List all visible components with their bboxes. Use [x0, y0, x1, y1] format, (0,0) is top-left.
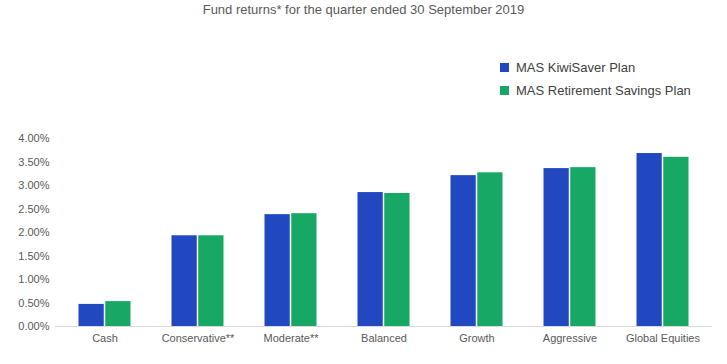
svg-text:Moderate**: Moderate**: [263, 332, 319, 344]
svg-text:Conservative**: Conservative**: [162, 332, 235, 344]
svg-text:0.50%: 0.50%: [18, 297, 49, 309]
svg-text:0.00%: 0.00%: [18, 320, 49, 332]
svg-text:Global Equities: Global Equities: [626, 332, 700, 344]
svg-text:Balanced: Balanced: [361, 332, 407, 344]
svg-text:4.00%: 4.00%: [18, 132, 49, 144]
svg-text:Aggressive: Aggressive: [543, 332, 597, 344]
svg-text:2.00%: 2.00%: [18, 226, 49, 238]
svg-text:2.50%: 2.50%: [18, 203, 49, 215]
svg-text:Cash: Cash: [92, 332, 118, 344]
svg-text:Growth: Growth: [459, 332, 494, 344]
svg-text:1.00%: 1.00%: [18, 273, 49, 285]
svg-text:3.00%: 3.00%: [18, 179, 49, 191]
html-text:Fund returns* for the quarter: Fund returns* for the quarter ended 30 S…: [202, 2, 525, 17]
svg-text:3.50%: 3.50%: [18, 156, 49, 168]
html-text:MAS Retirement Savings Plan: MAS Retirement Savings Plan: [516, 83, 691, 98]
html-text:MAS KiwiSaver Plan: MAS KiwiSaver Plan: [516, 60, 636, 75]
svg-text:1.50%: 1.50%: [18, 250, 49, 262]
